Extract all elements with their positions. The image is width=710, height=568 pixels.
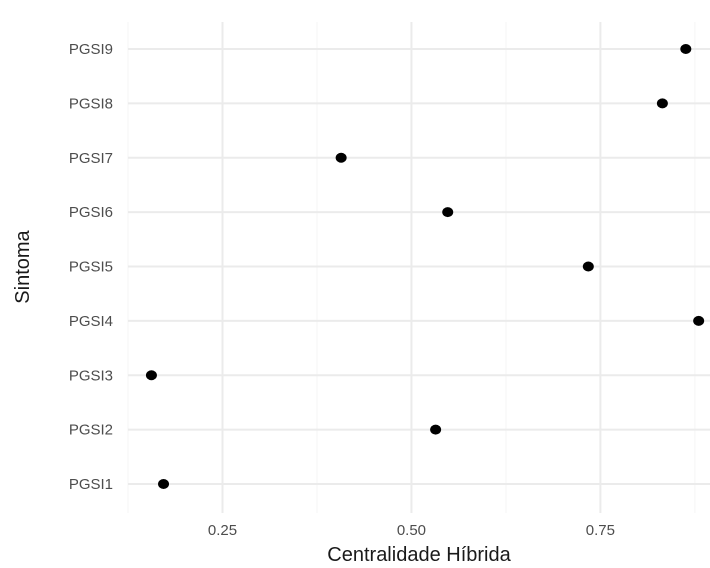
x-tick-label: 0.75 (586, 522, 615, 539)
data-point-pgsi3 (145, 370, 157, 381)
data-point-pgsi1 (158, 479, 170, 489)
y-axis-tick-labels: PGSI1 PGSI2 PGSI3 PGSI4 PGSI5 PGSI6 PGSI7 PGSI8… (69, 41, 113, 493)
y-tick-label: PGSI7 (69, 150, 113, 167)
y-tick-label: PGSI1 (69, 476, 113, 493)
x-axis-title: Centralidade Híbrida (327, 544, 511, 566)
y-tick-label: PGSI9 (69, 41, 113, 58)
data-points (145, 44, 705, 489)
y-tick-label: PGSI6 (69, 204, 113, 221)
y-tick-label: PGSI2 (69, 422, 113, 439)
y-tick-label: PGSI3 (69, 367, 113, 384)
data-point-pgsi5 (582, 261, 594, 272)
data-point-pgsi8 (656, 98, 668, 109)
data-point-pgsi7 (335, 152, 347, 163)
data-point-pgsi4 (693, 315, 705, 326)
data-point-pgsi6 (442, 207, 454, 218)
data-point-pgsi9 (680, 44, 692, 54)
y-tick-label: PGSI4 (69, 313, 113, 330)
x-axis-tick-labels: 0.25 0.50 0.75 (208, 522, 615, 539)
y-tick-label: PGSI5 (69, 259, 113, 276)
y-tick-label: PGSI8 (69, 95, 113, 112)
y-axis-title: Sintoma (12, 229, 34, 303)
grid (127, 22, 710, 513)
data-point-pgsi2 (430, 424, 442, 435)
x-tick-label: 0.25 (208, 522, 237, 539)
x-tick-label: 0.50 (397, 522, 426, 539)
